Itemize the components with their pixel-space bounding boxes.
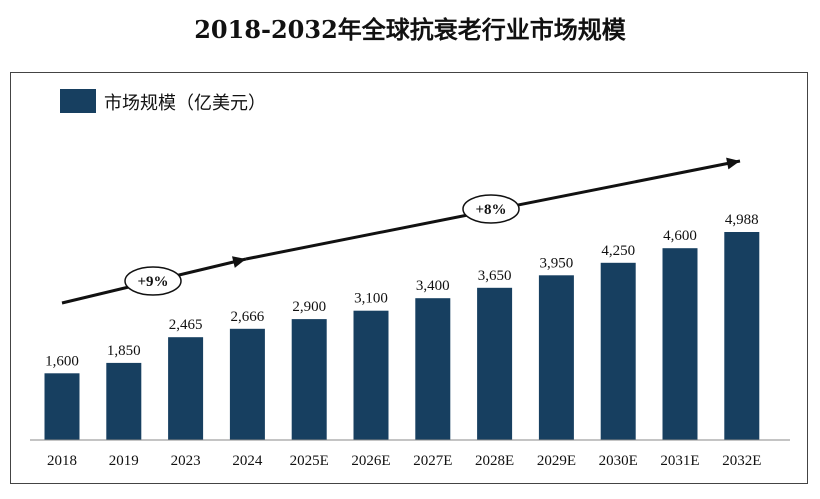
x-tick-label-2023: 2023 [171,453,201,469]
bar-2023 [168,337,204,440]
x-tick-label-2028E: 2028E [475,453,514,469]
growth-badge-1-oval [124,266,182,296]
x-tick-label-2026E: 2026E [351,453,390,469]
x-tick-labels-group: 2018 2019 2023 2024 2025E 2026E 2027E 2028E 2029… [47,453,761,469]
value-label-2029E: 3,950 [540,255,574,271]
value-label-2027E: 3,400 [416,278,450,294]
value-label-2032E: 4,988 [725,212,759,228]
legend-label: 市场规模（亿美元） [104,93,266,114]
growth-arrow-2-head [726,157,740,170]
bar-2018 [44,373,80,440]
bar-2025E [291,319,327,440]
x-tick-label-2031E: 2031E [660,453,699,469]
growth-badge-2-oval [462,194,520,224]
growth-arrow-1-head [232,256,246,268]
chart-frame [10,72,808,484]
value-labels-group: 1,600 1,850 2,465 2,666 2,900 3,100 3,400 3,650… [45,212,759,369]
x-tick-label-2024: 2024 [232,453,263,469]
value-label-2023: 2,465 [169,317,203,333]
value-label-2031E: 4,600 [663,228,697,244]
growth-badge-1-label: +9% [137,274,168,290]
bar-2019 [106,362,142,440]
legend-swatch [60,89,96,113]
bar-2026E [353,310,389,440]
x-tick-label-2032E: 2032E [722,453,761,469]
bar-2029E [538,275,574,440]
growth-annotations: +9% +8% [61,157,741,305]
bar-2030E [600,262,636,440]
value-label-2019: 1,850 [107,343,141,359]
value-label-2018: 1,600 [45,353,79,369]
value-label-2025E: 2,900 [292,299,326,315]
x-tick-label-2029E: 2029E [537,453,576,469]
bar-2031E [662,248,698,440]
value-label-2026E: 3,100 [354,291,388,307]
bars-group [44,232,760,440]
value-label-2028E: 3,650 [478,268,512,284]
x-tick-label-2030E: 2030E [599,453,638,469]
bar-2028E [477,287,513,440]
growth-badge-2-label: +8% [475,202,506,218]
chart-title: 2018-2032年全球抗衰老行业市场规模 [194,15,626,44]
x-tick-label-2018: 2018 [47,453,77,469]
x-tick-label-2019: 2019 [109,453,139,469]
bar-2032E [724,232,760,440]
x-tick-label-2027E: 2027E [413,453,452,469]
x-tick-label-2025E: 2025E [290,453,329,469]
bar-2024 [229,328,265,440]
legend: 市场规模（亿美元） [60,89,266,114]
bar-2027E [415,298,451,440]
value-label-2024: 2,666 [231,309,265,325]
value-label-2030E: 4,250 [601,243,635,259]
